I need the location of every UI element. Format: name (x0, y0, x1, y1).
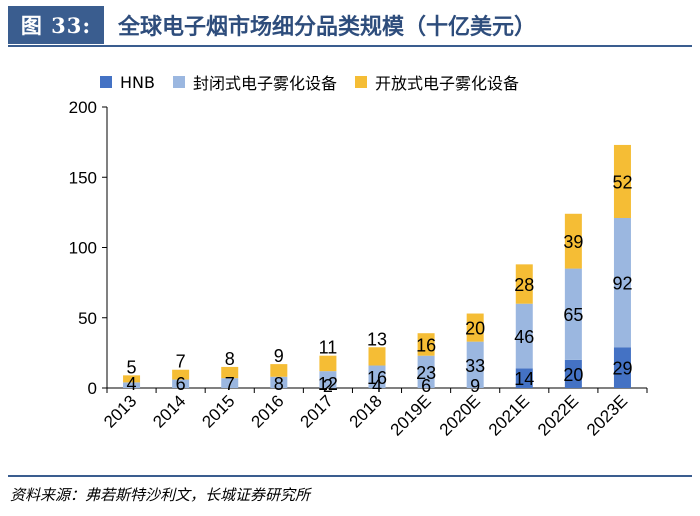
data-label: 5 (127, 357, 137, 377)
bar-segment-1 (564, 268, 582, 360)
data-label: 33 (465, 356, 485, 376)
stacked-bar-chart: 0501001502004520136720147820158920161211… (69, 98, 648, 440)
bar-segment-1 (613, 217, 631, 348)
chart-legend: HNB 封闭式电子雾化设备 开放式电子雾化设备 (100, 70, 519, 94)
legend-label-hnb: HNB (120, 72, 155, 92)
x-tick-label: 2023E (583, 391, 631, 439)
legend-label-open: 开放式电子雾化设备 (375, 74, 520, 93)
legend-swatch-hnb (100, 76, 112, 88)
data-label: 92 (612, 274, 632, 294)
data-label: 52 (612, 172, 632, 192)
y-tick-label: 100 (69, 239, 97, 258)
data-label-extra: 4 (372, 376, 382, 396)
bar-segment-1 (417, 355, 435, 388)
bar-segment-1 (172, 379, 190, 388)
data-label: 16 (367, 368, 387, 388)
bar-segment-1 (515, 303, 533, 369)
figure-number: 图 33: (8, 6, 104, 44)
legend-item-open: 开放式电子雾化设备 (355, 70, 519, 94)
bar-segment-2 (515, 264, 533, 304)
data-label: 7 (176, 352, 186, 372)
data-label: 16 (416, 335, 436, 355)
bar-segment-2 (613, 144, 631, 218)
x-tick-label: 2015 (198, 391, 238, 431)
data-label: 11 (319, 338, 338, 358)
bar-segment-2 (221, 366, 239, 379)
data-label: 6 (176, 374, 186, 394)
data-label: 46 (514, 327, 534, 347)
data-label: 29 (612, 359, 632, 379)
data-label: 20 (563, 365, 583, 385)
source-note: 资料来源：弗若斯特沙利文，长城证券研究所 (10, 486, 311, 504)
data-label-extra: 9 (470, 376, 480, 396)
data-label: 28 (514, 275, 534, 295)
data-label: 23 (416, 363, 436, 383)
data-label: 13 (367, 329, 387, 349)
data-label: 20 (465, 319, 485, 339)
data-label: 4 (127, 374, 137, 394)
figure-header: 图 33: 全球电子烟市场细分品类规模（十亿美元） (8, 6, 692, 44)
bar-segment-1 (221, 378, 239, 388)
y-tick-label: 0 (88, 379, 97, 398)
bar-segment-2 (270, 364, 288, 377)
data-label-extra: 6 (421, 376, 431, 396)
x-tick-label: 2017 (297, 391, 337, 431)
bar-segment-2 (564, 213, 582, 269)
footer-divider (8, 475, 692, 477)
legend-swatch-open (355, 76, 367, 88)
bar-segment-2 (417, 333, 435, 356)
y-tick-label: 200 (69, 98, 97, 117)
bar-segment-2 (319, 355, 337, 372)
y-tick-label: 150 (69, 168, 97, 187)
bar-segment-0 (564, 359, 582, 388)
x-tick-label: 2020E (436, 391, 484, 439)
data-label: 65 (563, 305, 583, 325)
legend-label-closed: 封闭式电子雾化设备 (192, 74, 337, 93)
x-tick-label: 2022E (534, 391, 582, 439)
bar-segment-2 (172, 369, 190, 380)
y-tick-label: 50 (78, 309, 97, 328)
bar-segment-2 (368, 347, 386, 366)
data-label: 12 (318, 374, 338, 394)
data-label: 8 (274, 374, 284, 394)
x-tick-label: 2018 (346, 391, 386, 431)
data-label: 14 (514, 369, 534, 389)
legend-item-hnb: HNB (100, 73, 155, 92)
bar-segment-0 (515, 368, 533, 388)
bar-segment-2 (466, 313, 484, 342)
legend-swatch-closed (172, 76, 185, 88)
data-label-extra: 2 (323, 376, 333, 396)
bar-segment-1 (368, 365, 386, 388)
x-tick-label: 2019E (387, 391, 435, 439)
bar-segment-1 (319, 371, 337, 388)
data-label: 9 (274, 346, 284, 366)
legend-item-closed: 封闭式电子雾化设备 (172, 70, 337, 94)
data-label: 39 (563, 232, 583, 252)
bar-segment-1 (270, 376, 288, 388)
bar-segment-1 (466, 341, 484, 388)
data-label: 8 (225, 349, 235, 369)
x-tick-label: 2013 (100, 391, 140, 431)
bar-segment-1 (123, 382, 141, 388)
chart-title: 全球电子烟市场细分品类规模（十亿美元） (118, 14, 537, 40)
x-tick-label: 2016 (247, 391, 287, 431)
bar-segment-2 (123, 375, 141, 383)
x-tick-label: 2021E (485, 391, 533, 439)
header-divider (8, 45, 692, 47)
data-label: 7 (225, 374, 235, 394)
bar-segment-0 (613, 347, 631, 388)
x-tick-label: 2014 (149, 391, 189, 431)
